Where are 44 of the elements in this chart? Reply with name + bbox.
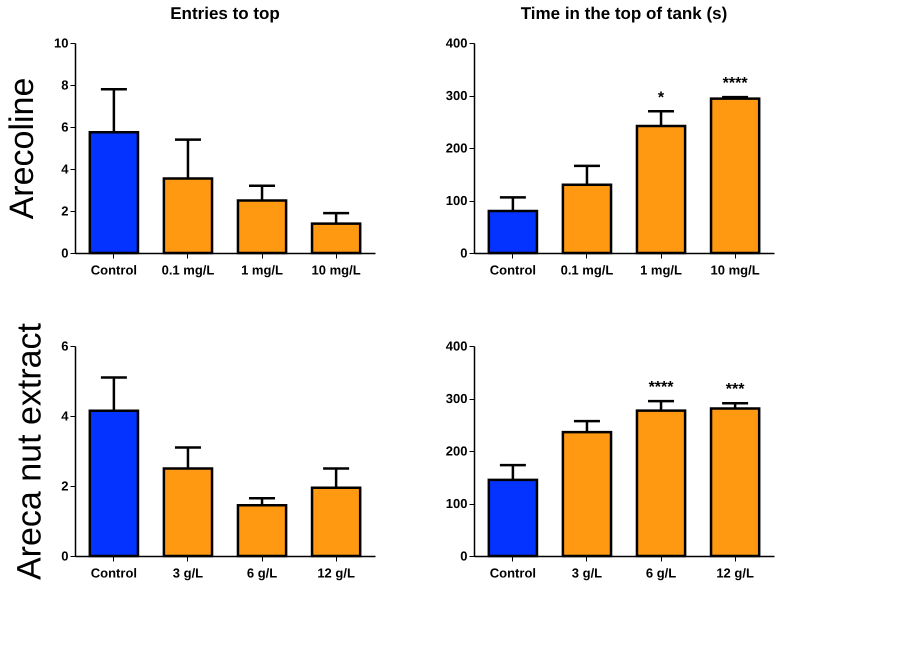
y-axis-title: Areca nut extract	[10, 322, 48, 580]
y-tick-label: 8	[61, 78, 68, 92]
y-tick-label: 0	[460, 548, 468, 564]
y-tick-label: 6	[61, 120, 68, 134]
x-tick-label: 12 g/L	[317, 566, 355, 580]
x-tick-label: 3 g/L	[572, 566, 602, 580]
y-tick-label: 0	[460, 246, 468, 260]
x-tick-label: 1 mg/L	[241, 262, 284, 278]
x-tick-label: 6 g/L	[246, 566, 278, 580]
x-tick-label: Control	[90, 262, 137, 278]
annotation: ****	[648, 379, 674, 396]
chart-title: Entries to top	[170, 4, 280, 23]
y-tick-label: 0	[61, 246, 68, 260]
annotation: ****	[722, 75, 748, 92]
y-tick-label: 300	[446, 391, 468, 406]
y-tick-label: 2	[61, 204, 68, 218]
x-tick-label: 6 g/L	[646, 566, 676, 580]
y-tick-label: 300	[446, 88, 468, 103]
y-axis-title: Arecoline	[3, 78, 42, 220]
x-tick-label: Control	[490, 566, 536, 580]
y-tick-label: 100	[446, 496, 468, 511]
annotation: ***	[726, 381, 746, 398]
y-tick-label: 0	[61, 548, 68, 564]
y-tick-label: 200	[446, 140, 468, 156]
x-tick-label: 3 g/L	[172, 566, 204, 580]
x-tick-label: 0.1 mg/L	[162, 262, 214, 278]
y-tick-label: 4	[61, 162, 70, 176]
x-tick-label: 10 mg/L	[312, 262, 361, 278]
y-tick-label: 10	[54, 36, 68, 50]
x-tick-label: 10 mg/L	[710, 262, 760, 278]
x-tick-label: 0.1 mg/L	[560, 262, 614, 278]
x-tick-label: 1 mg/L	[640, 262, 682, 278]
y-tick-label: 100	[446, 193, 468, 208]
y-tick-label: 400	[446, 36, 468, 50]
y-tick-label: 400	[446, 338, 468, 354]
y-tick-label: 6	[61, 338, 68, 354]
y-tick-label: 4	[61, 408, 70, 424]
x-tick-label: 12 g/L	[716, 566, 754, 580]
y-tick-label: 2	[61, 478, 68, 494]
x-tick-label: Control	[490, 262, 536, 278]
x-tick-label: Control	[90, 566, 137, 580]
y-tick-label: 200	[446, 444, 468, 458]
chart-title: Time in the top of tank (s)	[520, 4, 728, 23]
annotation: *	[658, 89, 665, 106]
